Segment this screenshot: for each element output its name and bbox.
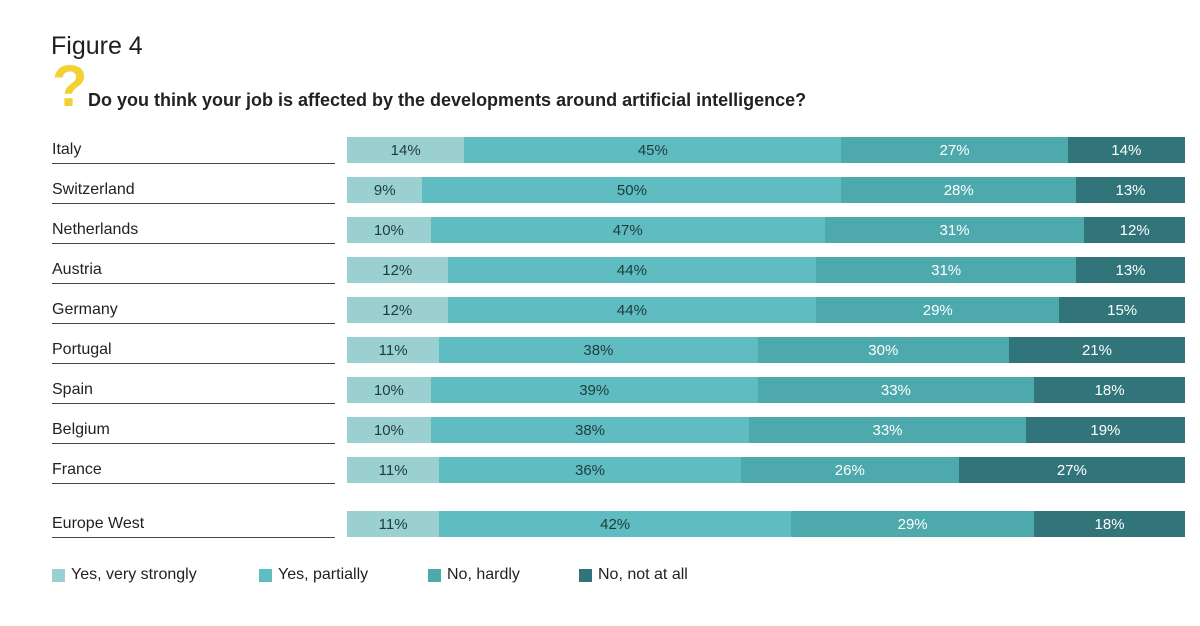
bar-segment: 29% [791, 511, 1035, 537]
bar-segment: 12% [1084, 217, 1185, 243]
category-divider [52, 537, 335, 538]
stacked-bar: 10% 39% 33% 18% [347, 377, 1185, 403]
bar-segment: 31% [816, 257, 1077, 283]
bar-row: Spain 10% 39% 33% 18% [0, 377, 1200, 405]
bar-segment: 12% [347, 297, 448, 323]
bar-segment: 45% [464, 137, 842, 163]
bar-row: Austria 12% 44% 31% 13% [0, 257, 1200, 285]
bar-segment: 42% [439, 511, 792, 537]
stacked-bar: 11% 38% 30% 21% [347, 337, 1185, 363]
bar-segment: 12% [347, 257, 448, 283]
category-label: Switzerland [52, 181, 135, 198]
bar-segment: 33% [749, 417, 1026, 443]
bar-segment: 39% [430, 377, 758, 403]
category-divider [52, 163, 335, 164]
bar-segment: 9% [347, 177, 423, 203]
bar-segment: 44% [447, 257, 817, 283]
bar-row: Switzerland 9% 50% 28% 13% [0, 177, 1200, 205]
category-label: Netherlands [52, 221, 139, 238]
bar-segment: 21% [1009, 337, 1185, 363]
category-label: Italy [52, 141, 82, 158]
bar-row: Germany 12% 44% 29% 15% [0, 297, 1200, 325]
bar-segment: 27% [958, 457, 1185, 483]
bar-row: Europe West 11% 42% 29% 18% [0, 511, 1200, 539]
chart-title: Do you think your job is affected by the… [88, 90, 807, 110]
stacked-bar: 10% 38% 33% 19% [347, 417, 1185, 443]
bar-segment: 18% [1034, 377, 1185, 403]
bar-segment: 44% [447, 297, 817, 323]
bar-segment: 13% [1076, 257, 1185, 283]
bar-segment: 11% [347, 457, 440, 483]
bar-segment: 38% [439, 337, 758, 363]
legend-swatch [259, 568, 272, 582]
legend-label: Yes, partially [278, 566, 369, 583]
bar-segment: 36% [439, 457, 741, 483]
legend-label: Yes, very strongly [71, 566, 197, 583]
bar-segment: 50% [422, 177, 842, 203]
legend-item: Yes, partially [259, 566, 368, 584]
category-divider [52, 363, 335, 364]
legend-item: No, not at all [579, 566, 688, 584]
bar-segment: 10% [347, 217, 431, 243]
stacked-bar: 14% 45% 27% 14% [347, 137, 1185, 163]
stacked-bar: 9% 50% 28% 13% [347, 177, 1185, 203]
category-label: Europe West [52, 515, 145, 532]
category-label: Spain [52, 381, 93, 398]
category-divider [52, 443, 335, 444]
category-divider [52, 483, 335, 484]
bar-row: Belgium 10% 38% 33% 19% [0, 417, 1200, 445]
bar-segment: 28% [841, 177, 1077, 203]
category-label: Austria [52, 261, 102, 278]
category-label: Belgium [52, 421, 110, 438]
stacked-bar: 11% 36% 26% 27% [347, 457, 1185, 483]
bar-segment: 11% [347, 511, 440, 537]
bar-row: Portugal 11% 38% 30% 21% [0, 337, 1200, 365]
category-divider [52, 403, 335, 404]
bar-segment: 19% [1025, 417, 1185, 443]
legend-swatch [52, 568, 65, 582]
bar-segment: 38% [430, 417, 750, 443]
bar-segment: 27% [841, 137, 1068, 163]
category-divider [52, 283, 335, 284]
bar-segment: 13% [1076, 177, 1185, 203]
bar-row: Netherlands 10% 47% 31% 12% [0, 217, 1200, 245]
legend-item: No, hardly [428, 566, 520, 584]
bar-segment: 30% [757, 337, 1009, 363]
category-label: Portugal [52, 341, 112, 358]
bar-segment: 31% [824, 217, 1085, 243]
bar-segment: 18% [1034, 511, 1185, 537]
category-divider [52, 203, 335, 204]
legend-label: No, hardly [447, 566, 520, 583]
bar-row: Italy 14% 45% 27% 14% [0, 137, 1200, 165]
bar-segment: 33% [757, 377, 1035, 403]
stacked-bar: 12% 44% 29% 15% [347, 297, 1185, 323]
bar-segment: 10% [347, 417, 431, 443]
legend-label: No, not at all [598, 566, 688, 583]
question-mark-icon: ? [52, 54, 88, 119]
stacked-bar: 12% 44% 31% 13% [347, 257, 1185, 283]
stacked-bar: 10% 47% 31% 12% [347, 217, 1185, 243]
bar-segment: 47% [430, 217, 825, 243]
bar-segment: 10% [347, 377, 431, 403]
bar-segment: 26% [740, 457, 959, 483]
bar-segment: 15% [1059, 297, 1185, 323]
legend-swatch [428, 568, 441, 582]
stacked-bar: 11% 42% 29% 18% [347, 511, 1185, 537]
bar-segment: 14% [347, 137, 465, 163]
category-label: France [52, 461, 102, 478]
category-label: Germany [52, 301, 118, 318]
legend-item: Yes, very strongly [52, 566, 197, 584]
category-divider [52, 243, 335, 244]
bar-segment: 11% [347, 337, 440, 363]
bar-segment: 14% [1067, 137, 1185, 163]
bar-segment: 29% [816, 297, 1060, 323]
figure-label: Figure 4 [51, 32, 143, 60]
category-divider [52, 323, 335, 324]
legend-swatch [579, 568, 592, 582]
bar-row: France 11% 36% 26% 27% [0, 457, 1200, 485]
